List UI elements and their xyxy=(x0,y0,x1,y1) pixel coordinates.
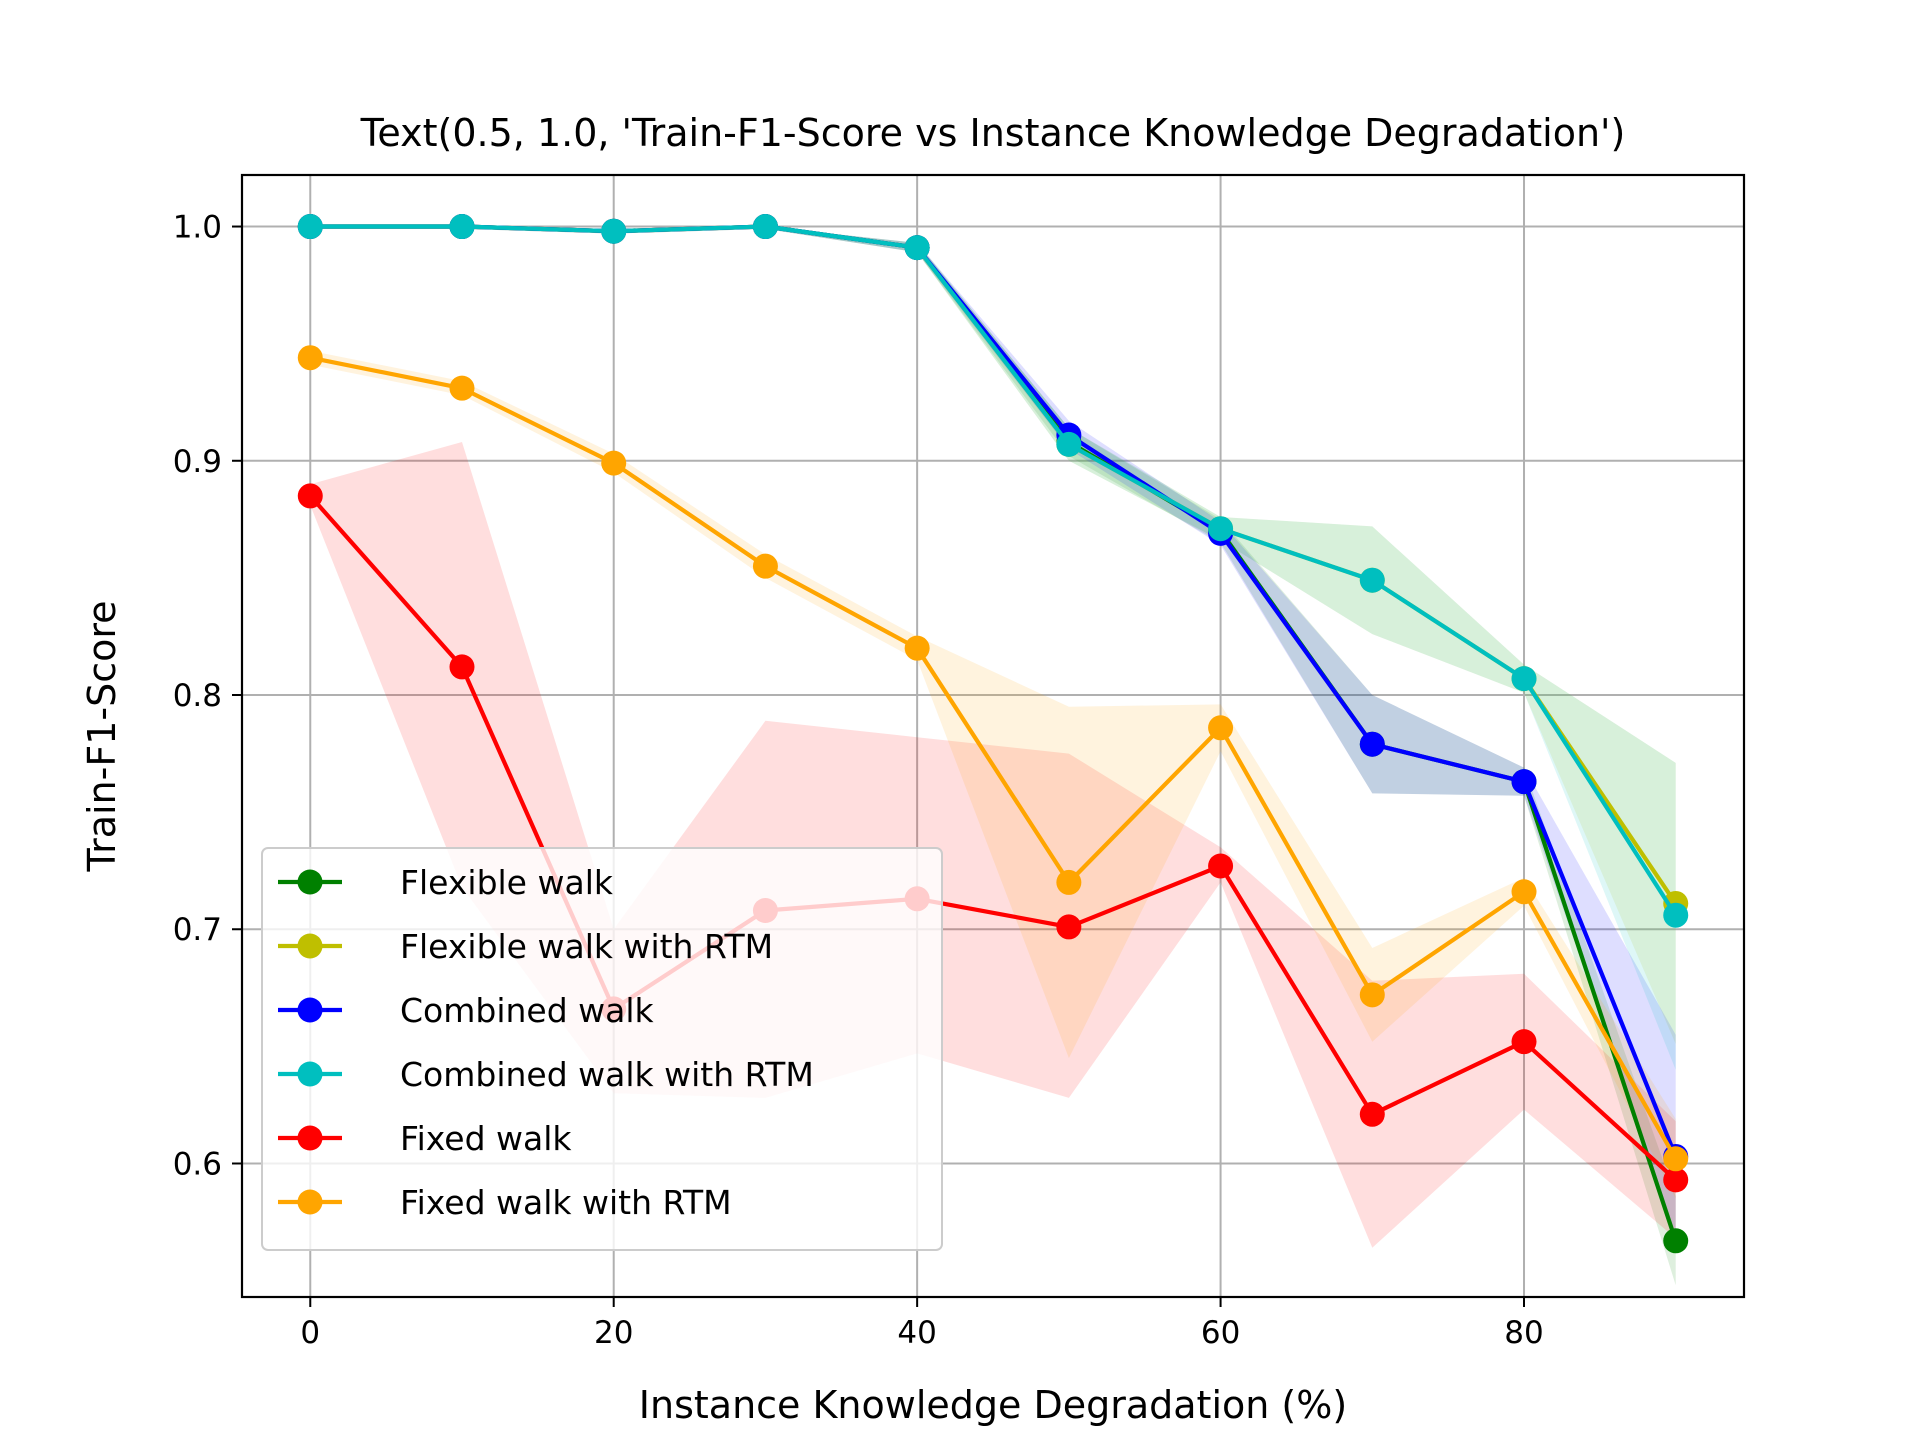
data-point xyxy=(1056,431,1082,457)
data-point xyxy=(1359,1101,1385,1127)
data-point xyxy=(449,375,475,401)
legend-marker xyxy=(297,997,323,1023)
data-point xyxy=(1359,982,1385,1008)
legend-marker xyxy=(297,933,323,959)
legend-marker xyxy=(297,869,323,895)
legend-label: Flexible walk xyxy=(400,863,614,902)
x-tick-label: 20 xyxy=(594,1315,633,1351)
legend-item: Combined walk with RTM xyxy=(278,1055,814,1094)
series-group xyxy=(297,345,1689,1172)
y-tick-label: 0.8 xyxy=(173,678,222,714)
data-point xyxy=(1359,567,1385,593)
x-tick-label: 80 xyxy=(1504,1315,1543,1351)
confidence-band xyxy=(310,226,1676,1286)
data-point xyxy=(1511,879,1537,905)
data-point xyxy=(297,483,323,509)
data-point xyxy=(297,214,323,240)
legend-label: Fixed walk with RTM xyxy=(400,1183,732,1222)
confidence-band xyxy=(310,226,1676,1044)
data-point xyxy=(1663,1228,1689,1254)
legend-marker xyxy=(297,1125,323,1151)
x-axis-label: Instance Knowledge Degradation (%) xyxy=(639,1383,1347,1427)
legend-label: Combined walk xyxy=(400,991,655,1030)
legend-marker xyxy=(297,1061,323,1087)
x-tick-label: 0 xyxy=(300,1315,320,1351)
grid-layer xyxy=(242,175,1744,1297)
data-point xyxy=(1056,869,1082,895)
series-line xyxy=(309,355,1678,1160)
data-point xyxy=(1511,1029,1537,1055)
x-tick-label: 60 xyxy=(1201,1315,1240,1351)
legend-label: Combined walk with RTM xyxy=(400,1055,814,1094)
legend-item: Flexible walk with RTM xyxy=(278,927,773,966)
legend-item: Fixed walk with RTM xyxy=(278,1183,732,1222)
y-axis-label: Train-F1-Score xyxy=(80,600,124,872)
data-point xyxy=(1663,902,1689,928)
data-point xyxy=(904,235,930,261)
data-point xyxy=(297,345,323,371)
legend-item: Flexible walk xyxy=(278,863,614,902)
series-line xyxy=(308,494,1678,1182)
series-group xyxy=(297,214,1689,928)
data-point xyxy=(1359,731,1385,757)
chart-title: Text(0.5, 1.0, 'Train-F1-Score vs Instan… xyxy=(360,111,1626,155)
series-lines xyxy=(297,214,1689,1254)
y-tick-label: 0.6 xyxy=(173,1146,222,1182)
data-point xyxy=(1208,853,1234,879)
data-point xyxy=(1208,715,1234,741)
data-point xyxy=(904,635,930,661)
data-point xyxy=(601,450,627,476)
data-point xyxy=(601,218,627,244)
confidence-band xyxy=(310,226,1676,1234)
legend-marker xyxy=(297,1189,323,1215)
axes: 0 20 40 60 80 0.6 0.7 0.8 0.9 1.0 xyxy=(173,173,1746,1351)
legend-label: Fixed walk xyxy=(400,1119,572,1158)
data-point xyxy=(1663,1146,1689,1172)
data-point xyxy=(752,553,778,579)
data-point xyxy=(1208,516,1234,542)
y-tick-label: 1.0 xyxy=(173,210,222,246)
data-point xyxy=(449,214,475,240)
legend-item: Combined walk xyxy=(278,991,655,1030)
data-point xyxy=(752,214,778,240)
plot-frame xyxy=(240,173,1746,1299)
data-point xyxy=(1511,666,1537,692)
legend-label: Flexible walk with RTM xyxy=(400,927,773,966)
data-point xyxy=(1511,769,1537,795)
y-tick-label: 0.9 xyxy=(173,444,222,480)
x-tick-label: 40 xyxy=(897,1315,936,1351)
data-point xyxy=(1056,914,1082,940)
confidence-band xyxy=(310,350,1676,1199)
legend-item: Fixed walk xyxy=(278,1119,572,1158)
series-line xyxy=(310,224,1678,917)
data-point xyxy=(449,654,475,680)
y-tick-label: 0.7 xyxy=(173,912,222,948)
data-point xyxy=(1663,1167,1689,1193)
legend: Flexible walk Flexible walk with RTM Combi… xyxy=(261,847,943,1251)
legend-box xyxy=(261,847,943,1251)
